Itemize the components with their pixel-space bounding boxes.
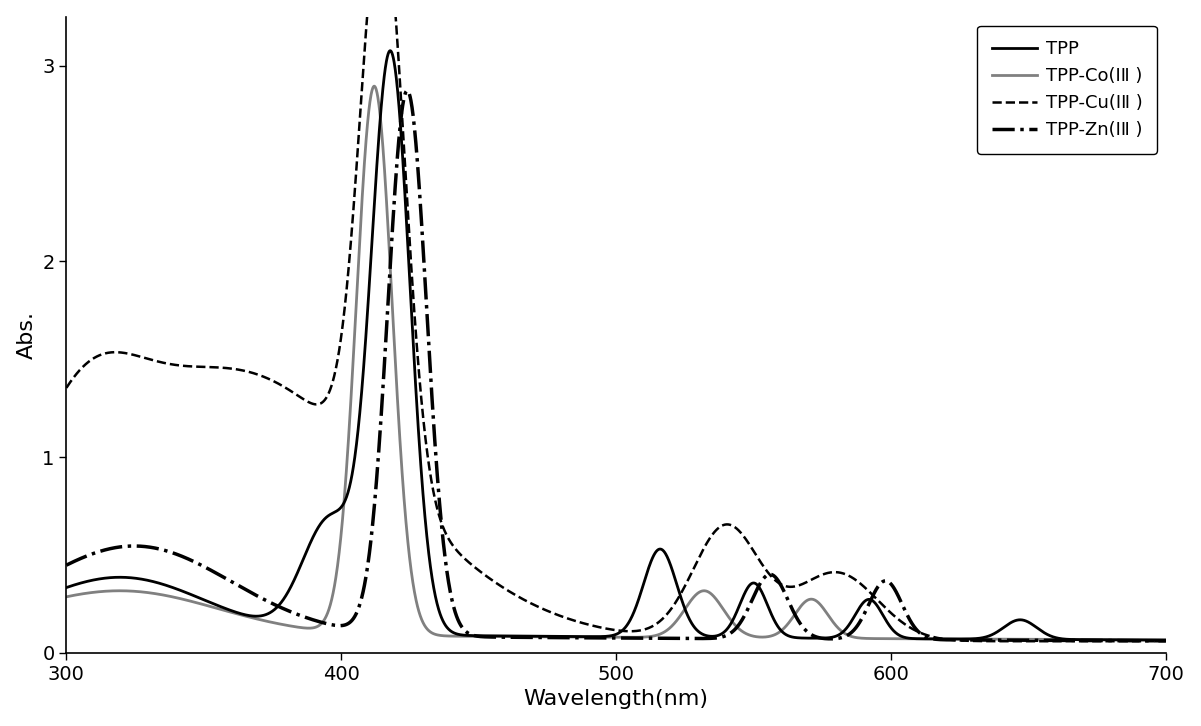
TPP-Cu(ⅠⅡ ) — [859, 584, 873, 592]
TPP-Zn(ⅠⅡ ) — [859, 607, 873, 616]
TPP-Zn(ⅠⅡ ) — [400, 86, 414, 95]
TPP-Zn(ⅠⅡ ) — [1125, 636, 1140, 645]
TPP-Co(ⅠⅡ ) — [1159, 635, 1173, 644]
TPP — [521, 632, 536, 640]
Line: TPP-Co(ⅠⅡ ): TPP-Co(ⅠⅡ ) — [66, 86, 1166, 640]
TPP-Cu(ⅠⅡ ) — [1070, 637, 1085, 645]
TPP-Cu(ⅠⅡ ) — [1159, 637, 1173, 645]
TPP-Zn(ⅠⅡ ) — [581, 634, 596, 643]
TPP — [383, 46, 398, 55]
TPP — [859, 596, 873, 605]
TPP-Co(ⅠⅡ ) — [1070, 635, 1085, 644]
TPP-Cu(ⅠⅡ ) — [1125, 637, 1140, 645]
TPP-Co(ⅠⅡ ) — [59, 592, 73, 601]
TPP-Co(ⅠⅡ ) — [530, 632, 544, 641]
TPP-Cu(ⅠⅡ ) — [581, 621, 596, 629]
TPP — [530, 632, 544, 640]
TPP-Co(ⅠⅡ ) — [859, 634, 873, 643]
TPP-Zn(ⅠⅡ ) — [521, 633, 536, 642]
TPP — [581, 632, 596, 641]
TPP-Cu(ⅠⅡ ) — [521, 597, 536, 606]
TPP — [1070, 635, 1085, 644]
TPP-Zn(ⅠⅡ ) — [59, 560, 73, 569]
Legend: TPP, TPP-Co(ⅠⅡ ), TPP-Cu(ⅠⅡ ), TPP-Zn(ⅠⅡ ): TPP, TPP-Co(ⅠⅡ ), TPP-Cu(ⅠⅡ ), TPP-Zn(ⅠⅡ… — [978, 25, 1157, 154]
TPP-Zn(ⅠⅡ ) — [1070, 636, 1085, 645]
TPP-Co(ⅠⅡ ) — [1125, 635, 1140, 644]
Line: TPP: TPP — [66, 51, 1166, 640]
TPP-Co(ⅠⅡ ) — [581, 633, 596, 642]
Line: TPP-Zn(ⅠⅡ ): TPP-Zn(ⅠⅡ ) — [66, 91, 1166, 641]
TPP-Co(ⅠⅡ ) — [521, 632, 536, 641]
TPP — [1159, 636, 1173, 645]
TPP — [59, 583, 73, 592]
TPP-Zn(ⅠⅡ ) — [1159, 637, 1173, 645]
TPP-Zn(ⅠⅡ ) — [530, 633, 544, 642]
TPP — [1125, 635, 1140, 644]
TPP-Co(ⅠⅡ ) — [368, 82, 382, 91]
Line: TPP-Cu(ⅠⅡ ): TPP-Cu(ⅠⅡ ) — [66, 0, 1166, 641]
Y-axis label: Abs.: Abs. — [17, 311, 37, 359]
TPP-Cu(ⅠⅡ ) — [59, 383, 73, 392]
TPP-Cu(ⅠⅡ ) — [530, 602, 544, 611]
X-axis label: Wavelength(nm): Wavelength(nm) — [524, 689, 709, 709]
